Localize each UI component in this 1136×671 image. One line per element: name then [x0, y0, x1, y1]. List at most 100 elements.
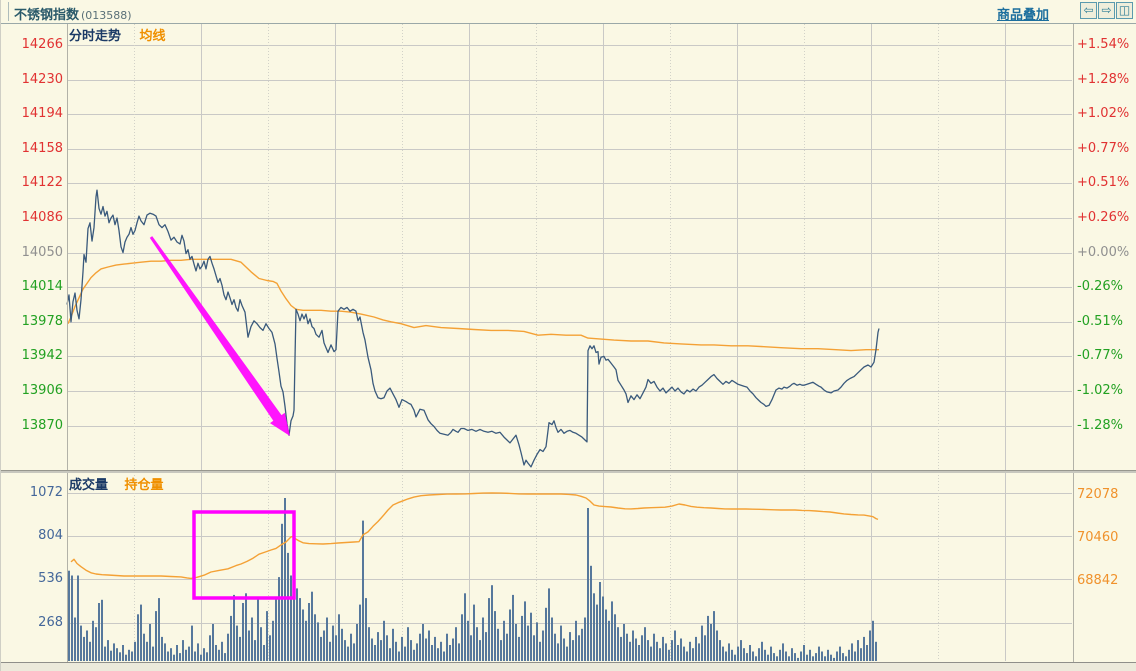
main-axis-price-label: 14266 [21, 37, 63, 53]
volume-bar [143, 633, 145, 661]
volume-bar [578, 635, 580, 661]
volume-bar [662, 636, 664, 661]
volume-bar [104, 646, 106, 661]
volume-bar [227, 633, 229, 661]
volume-bar [521, 615, 523, 661]
volume-bar [797, 657, 799, 661]
volume-bar [416, 643, 418, 661]
volume-bar [455, 627, 457, 661]
volume-bar [326, 617, 328, 661]
volume-bar [323, 630, 325, 661]
volume-bar [722, 646, 724, 661]
volume-bar [851, 643, 853, 661]
commodity-overlay-link[interactable]: 商品叠加 [997, 8, 1050, 23]
volume-bar [749, 645, 751, 661]
volume-bar [233, 594, 235, 661]
main-axis-percent-label: -0.77% [1077, 348, 1123, 364]
volume-bar [296, 588, 298, 661]
volume-bar [830, 654, 832, 661]
volume-bar [116, 648, 118, 661]
volume-bar [434, 636, 436, 661]
volume-bar [509, 609, 511, 661]
volume-bar [161, 636, 163, 661]
volume-bar [317, 622, 319, 661]
volume-axis-label: 536 [38, 571, 63, 587]
volume-panel-plot-area[interactable] [68, 472, 1072, 661]
volume-bar [395, 641, 397, 661]
right-axis-border [1073, 23, 1074, 662]
volume-bar [392, 628, 394, 661]
volume-bar [173, 654, 175, 661]
volume-bar [362, 520, 364, 661]
main-axis-percent-label: +0.51% [1077, 175, 1130, 191]
volume-bar [389, 648, 391, 661]
panel-divider [1, 470, 1136, 473]
volume-bar [617, 627, 619, 661]
volume-bar [794, 653, 796, 661]
bottom-strip [1, 662, 1136, 671]
volume-bar [230, 615, 232, 661]
volume-bar [431, 645, 433, 661]
volume-bar [179, 653, 181, 661]
volume-bar [146, 641, 148, 661]
volume-bar [554, 633, 556, 661]
volume-bar [755, 656, 757, 661]
volume-bar [248, 630, 250, 661]
volume-bar [332, 625, 334, 661]
volume-bar [170, 648, 172, 661]
volume-bar [347, 646, 349, 661]
volume-bar [401, 636, 403, 661]
volume-bar [632, 630, 634, 661]
volume-bar [371, 638, 373, 661]
main-axis-percent-label: -1.28% [1077, 417, 1123, 433]
volume-bar [827, 649, 829, 661]
volume-bar [464, 593, 466, 661]
main-axis-price-label: 13906 [21, 382, 63, 398]
volume-bar [329, 641, 331, 661]
volume-bar [605, 609, 607, 661]
volume-bar [83, 636, 85, 661]
volume-bar [302, 609, 304, 661]
volume-bar [779, 649, 781, 661]
ma-line [67, 258, 879, 352]
volume-bar [476, 627, 478, 661]
annotation-rectangle [192, 510, 296, 600]
volume-bar [674, 630, 676, 661]
volume-bar [197, 643, 199, 661]
nav-icon-group: ⇦ ⇨ ◫ [1080, 2, 1133, 19]
volume-bar [338, 614, 340, 661]
volume-bar [365, 598, 367, 661]
volume-bar [461, 614, 463, 661]
volume-bar [704, 635, 706, 661]
volume-bar [818, 646, 820, 661]
volume-bar [71, 575, 73, 661]
volume-bar [536, 622, 538, 661]
volume-bar [272, 620, 274, 661]
volume-bar [788, 656, 790, 661]
volume-bar [176, 645, 178, 661]
volume-bar [236, 625, 238, 661]
volume-bar [563, 638, 565, 661]
volume-bar [374, 645, 376, 661]
volume-bar [437, 648, 439, 661]
main-chart-plot-area[interactable] [68, 24, 1072, 470]
volume-bar [80, 625, 82, 661]
volume-bar [773, 653, 775, 661]
volume-bar [92, 620, 94, 661]
open-interest-axis-label: 68842 [1077, 573, 1119, 588]
split-view-icon[interactable]: ◫ [1116, 2, 1133, 19]
volume-bar [425, 638, 427, 661]
volume-bar [869, 630, 871, 661]
volume-bar [737, 646, 739, 661]
volume-bar [824, 656, 826, 661]
volume-bar [785, 651, 787, 661]
volume-bar [449, 645, 451, 661]
next-arrow-icon[interactable]: ⇨ [1098, 2, 1115, 19]
volume-bar [515, 624, 517, 661]
volume-bar [650, 646, 652, 661]
prev-arrow-icon[interactable]: ⇦ [1080, 2, 1097, 19]
volume-bar [863, 636, 865, 661]
timeline-legend-label: 分时走势 [69, 29, 122, 44]
volume-bar [812, 656, 814, 661]
